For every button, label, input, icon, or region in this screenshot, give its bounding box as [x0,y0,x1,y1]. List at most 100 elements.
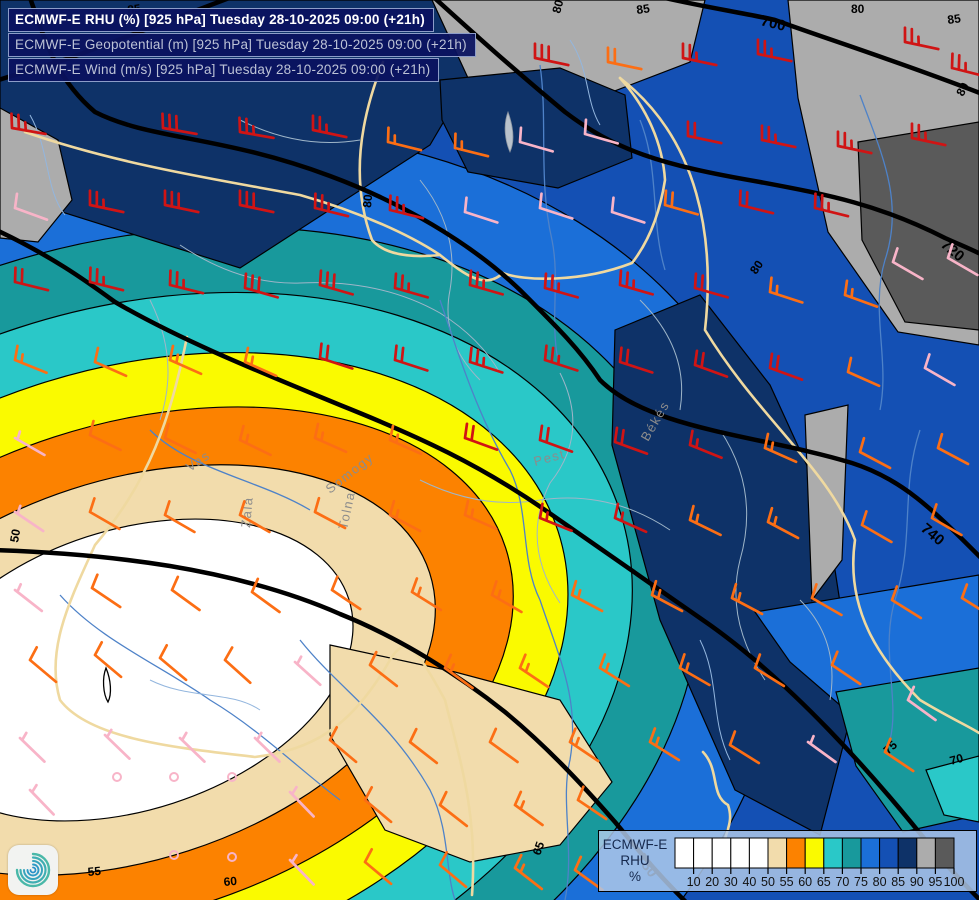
stream-line [29,114,66,216]
title-line-rhu: ECMWF-E RHU (%) [925 hPa] Tuesday 28-10-… [8,8,434,32]
geopotential-line-700 [663,0,979,96]
wind-barb [468,269,505,296]
wind-barb [288,785,315,818]
wind-barb [768,276,804,304]
wind-barb [891,247,924,281]
wind-barb [90,573,122,609]
wind-barb [238,500,271,534]
wind-barb [13,266,50,292]
stream-line [149,679,261,711]
wind-barb [613,426,649,455]
legend-cell-100 [934,837,955,869]
wind-barb [538,192,574,220]
wind-barb [330,575,362,611]
wind-barb [388,194,425,220]
wind-barb [408,727,439,765]
wind-barb [438,850,468,889]
wind-barb [806,734,837,764]
legend-cell-40 [730,837,750,869]
river-line [859,94,893,411]
wind-barb [573,855,604,892]
rh-label-60: 60 [223,874,238,889]
geopotential-line-720 [433,0,979,256]
spiral-icon [15,852,51,888]
wind-barb [688,504,722,537]
geopotential-line-780 [0,548,688,900]
legend-tick-label-40: 40 [742,875,756,889]
wind-barb [28,783,55,816]
admin-border-line [149,299,169,421]
calm-wind-marker [169,850,179,860]
wind-barb [93,640,123,679]
admin-border-line [536,372,574,604]
small-lake-gray [504,110,514,153]
rh-band-lt50 [0,518,354,822]
rh-band-85-90-north [439,67,633,189]
wind-barb [468,346,504,374]
legend-tick-label-30: 30 [724,875,738,889]
wind-barb [950,52,979,78]
wind-barb [313,422,348,454]
legend-cell-75 [841,837,862,869]
wind-barb [576,785,608,821]
wind-barb [843,279,879,308]
wind-barb [756,38,793,63]
wind-barb [618,269,655,296]
wind-barb [543,344,579,372]
wind-barb [946,243,979,277]
wind-barb [513,790,544,827]
legend-tick-label-100: 100 [944,875,965,889]
wind-barb [490,580,523,614]
border-west-south [54,335,475,897]
wind-barb [648,727,681,762]
wind-barb [250,577,281,614]
wind-barb [906,685,937,722]
wind-barb [693,272,730,299]
rh-label-80: 80 [360,193,375,208]
admin-border-line [719,429,766,681]
wind-barb [463,499,498,531]
legend-tick-label-95: 95 [928,875,942,889]
wind-barb [738,189,775,215]
wind-barb [393,272,430,299]
legend-tick-label-65: 65 [817,875,831,889]
title-line-geopotential: ECMWF-E Geopotential (m) [925 hPa] Tuesd… [8,33,476,57]
rh-label-70: 70 [948,751,965,768]
wind-barb [368,650,399,688]
wind-barb [238,116,275,140]
wind-barb [813,192,850,218]
calm-wind-marker [112,772,122,782]
legend-cell-70 [823,837,843,869]
wind-barb [161,112,198,136]
geopotential-line-760 [0,229,979,900]
wind-barb [538,502,573,533]
wind-barb [618,346,654,374]
rivers [29,39,921,900]
wind-barb [313,192,350,218]
admin-border-line [799,599,833,701]
wind-barb [543,272,580,299]
colorbar-legend: ECMWF-E RHU % 10 20 30 40 50 55 60 65 70 75 80 85 90… [598,830,977,892]
wind-barb [93,346,128,378]
rh-label-65: 65 [530,839,548,857]
border-north [23,76,667,282]
legend-cell-65 [804,837,825,869]
wind-barb [568,727,600,763]
legend-tick-label-85: 85 [891,875,905,889]
wind-barb [223,646,252,685]
wind-barb [13,504,45,533]
wind-barb [103,728,131,760]
wind-barb [18,731,46,763]
title-block: ECMWF-E RHU (%) [925 hPa] Tuesday 28-10-… [8,8,476,82]
wind-barb [883,737,915,773]
river-line [299,639,456,900]
admin-borders [149,119,833,701]
wind-barb [363,847,393,886]
wind-barb [13,344,48,375]
river-line [888,429,921,741]
wind-barb [518,653,550,689]
rh-label-85: 85 [946,11,961,27]
title-line-wind: ECMWF-E Wind (m/s) [925 hPa] Tuesday 28-… [8,58,440,82]
